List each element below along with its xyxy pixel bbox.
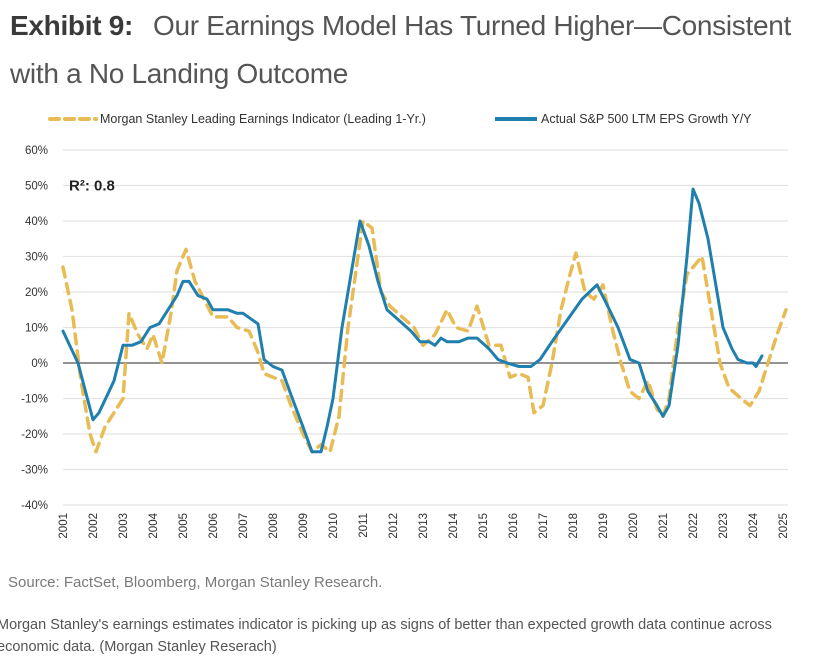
x-tick-label: 2021 [658,513,670,539]
image-caption: Morgan Stanley's earnings estimates indi… [0,617,772,655]
legend-label-indicator: Morgan Stanley Leading Earnings Indicato… [100,112,426,126]
y-tick-label: 60% [25,145,48,157]
exhibit-title: Exhibit 9: Our Earnings Model Has Turned … [10,2,840,98]
x-tick-label: 2004 [148,512,160,538]
x-tick-label: 2013 [418,513,430,539]
y-tick-label: 40% [25,216,48,228]
y-tick-label: 20% [25,287,48,299]
x-tick-label: 2019 [598,513,610,539]
x-tick-label: 2024 [748,512,760,538]
series-line-indicator [61,219,788,454]
y-tick-label: 0% [31,358,48,370]
x-tick-label: 2025 [778,513,790,539]
legend-item-actual: Actual S&P 500 LTM EPS Growth Y/Y [495,112,752,126]
x-tick-label: 2002 [88,513,100,539]
y-tick-label: -40% [21,500,48,512]
y-tick-label: -10% [21,394,48,406]
source-note: Source: FactSet, Bloomberg, Morgan Stanl… [8,574,383,591]
x-axis-ticks: 2001 2002 2003 2004 2005 2006 2007 2008 2009 2010… [58,512,790,538]
x-tick-label: 2012 [388,513,400,539]
exhibit-title-text: Our Earnings Model Has Turned Higher—Con… [10,10,791,89]
exhibit-label: Exhibit 9: [10,10,134,41]
x-tick-label: 2006 [208,513,220,539]
x-tick-label: 2018 [568,513,580,539]
dashed-line-swatch-icon [48,117,98,121]
x-tick-label: 2007 [238,513,250,539]
x-tick-label: 2003 [118,513,130,539]
r-squared-annotation: R²: 0.8 [69,178,115,195]
y-tick-label: -20% [21,429,48,441]
solid-line-swatch-icon [495,117,537,121]
series-lines [61,187,788,454]
y-tick-label: 30% [25,252,48,264]
legend-label-actual: Actual S&P 500 LTM EPS Growth Y/Y [541,112,752,126]
x-tick-label: 2009 [298,513,310,539]
x-tick-label: 2020 [628,513,640,539]
line-chart: 60% 50% 40% 30% 20% 10% 0% -10% -20% -30% -40% 200… [21,145,790,539]
x-tick-label: 2011 [358,513,370,538]
x-tick-label: 2023 [718,513,730,539]
x-tick-label: 2014 [448,512,460,538]
chart-legend: Morgan Stanley Leading Earnings Indicato… [40,112,800,132]
y-tick-label: 50% [25,181,48,193]
legend-item-indicator: Morgan Stanley Leading Earnings Indicato… [48,112,426,126]
y-axis-ticks: 60% 50% 40% 30% 20% 10% 0% -10% -20% -30% -40% [21,145,48,512]
x-tick-label: 2017 [538,513,550,539]
x-tick-label: 2008 [268,513,280,539]
y-tick-label: 10% [25,323,48,335]
x-tick-label: 2005 [178,513,190,539]
x-tick-label: 2022 [688,513,700,539]
x-tick-label: 2015 [478,513,490,539]
x-tick-label: 2010 [328,513,340,539]
x-tick-label: 2016 [508,513,520,539]
y-tick-label: -30% [21,465,48,477]
x-tick-label: 2001 [58,513,70,539]
series-line-actual [61,187,764,454]
